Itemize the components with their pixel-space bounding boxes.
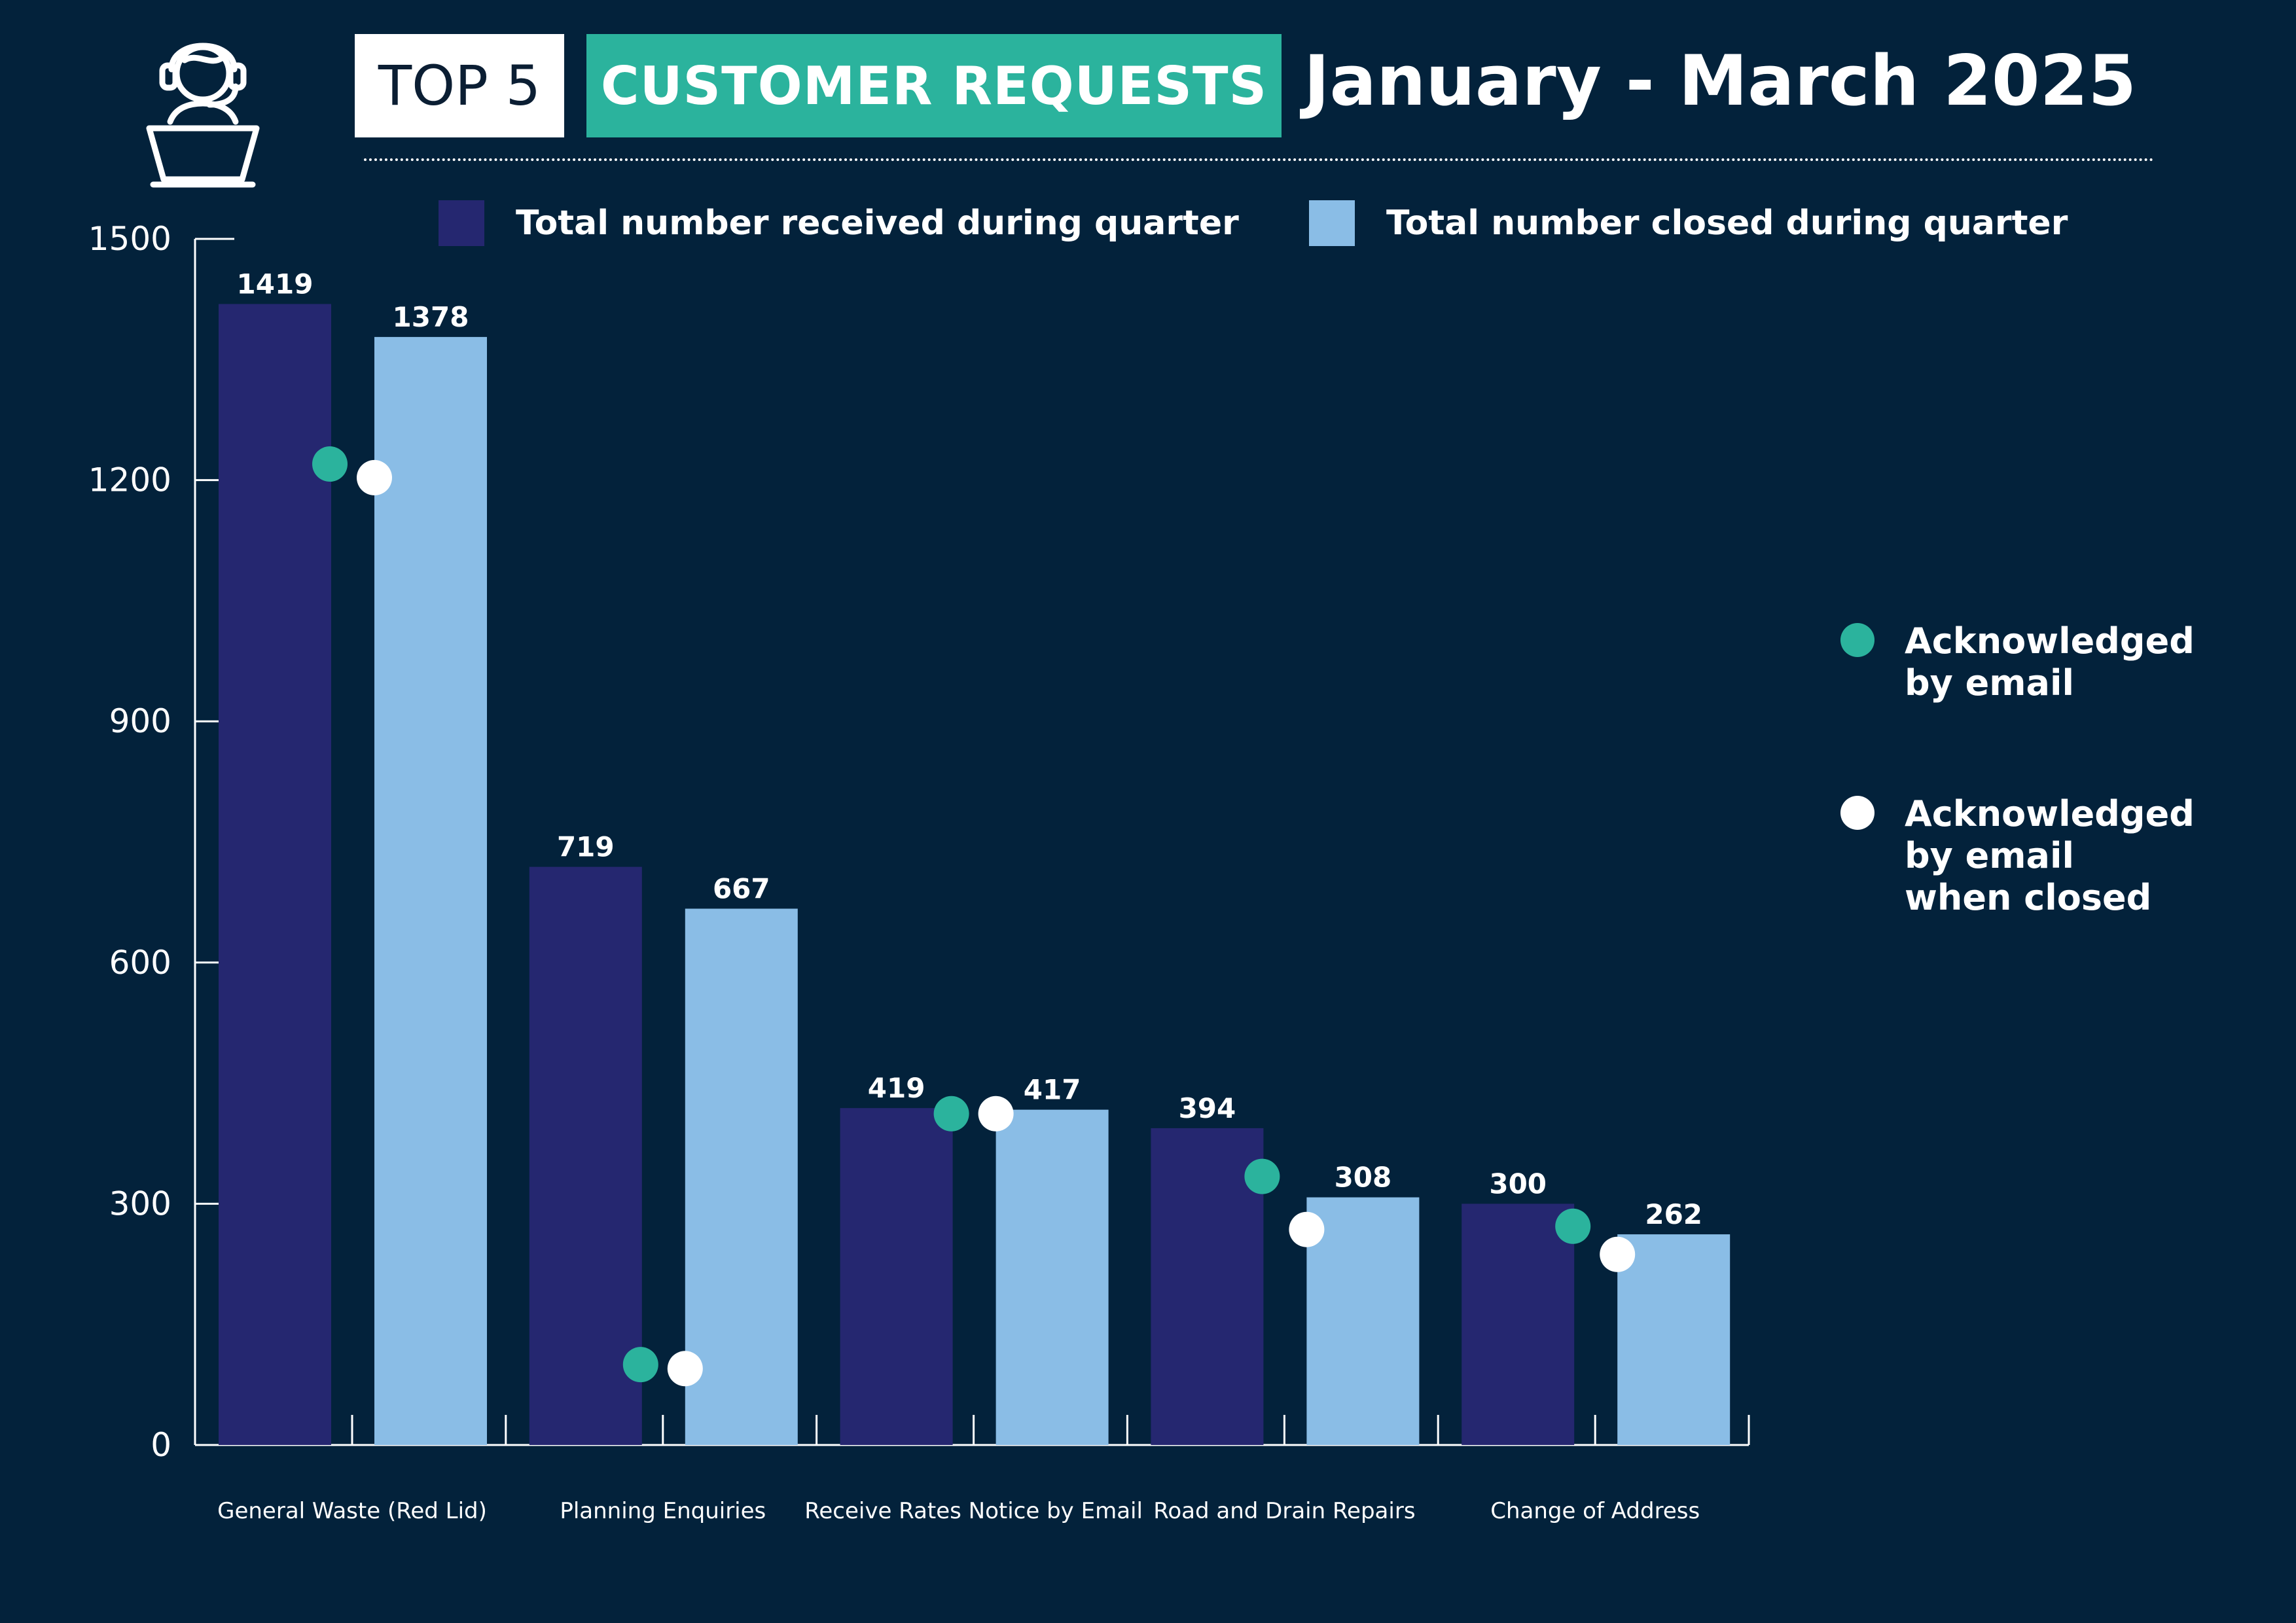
point-ack-email [933,1096,969,1132]
data-label-received: 300 [1489,1168,1547,1200]
legend-label-received: Total number received during quarter [516,204,1239,243]
point-ack-email-closed [1600,1236,1636,1272]
y-tick-label: 300 [109,1185,171,1222]
legend-dot-ack-email-closed [1840,796,1874,830]
legend-swatch-received [439,200,484,246]
data-label-closed: 417 [1024,1074,1081,1106]
point-ack-email [1555,1208,1591,1244]
bar-received [840,1108,953,1445]
point-ack-email-closed [357,459,392,495]
x-category-label: Change of Address [1490,1498,1700,1524]
y-tick-label: 900 [109,702,171,740]
y-tick-label: 600 [109,944,171,982]
data-label-received: 419 [868,1072,925,1104]
data-label-closed: 667 [713,872,770,904]
x-category-label: General Waste (Red Lid) [217,1498,487,1524]
y-tick-label: 1500 [88,220,171,258]
bar-received [1462,1204,1575,1445]
legend-item-received: Total number received during quarter [439,200,1239,246]
page-title: January - March 2025 [1304,41,2137,121]
point-ack-email [622,1347,658,1383]
point-ack-email-closed [667,1351,703,1387]
data-label-closed: 262 [1645,1198,1702,1230]
legend-label-ack-email: Acknowledged by email [1905,620,2195,704]
bar-received [219,304,331,1446]
bar-closed [685,908,798,1445]
data-label-closed: 308 [1335,1162,1392,1194]
data-label-received: 719 [557,831,615,863]
legend-dot-ack-email [1840,623,1874,657]
legend-swatch-closed [1309,200,1355,246]
legend-item-ack-email-closed: Acknowledged by email when closed [1840,793,2195,919]
data-label-received: 394 [1179,1092,1236,1124]
point-ack-email-closed [978,1096,1014,1132]
legend-label-closed: Total number closed during quarter [1386,204,2068,243]
legend-item-ack-email: Acknowledged by email [1840,620,2195,704]
data-label-closed: 1378 [393,301,469,333]
bar-closed [1306,1197,1420,1445]
bar-closed [996,1109,1109,1445]
x-category-label: Road and Drain Repairs [1153,1498,1415,1524]
bar-closed [374,336,487,1445]
legend-label-ack-email-closed: Acknowledged by email when closed [1905,793,2195,918]
category-badge: CUSTOMER REQUESTS [586,34,1282,137]
point-ack-email [312,446,348,482]
x-category-label: Receive Rates Notice by Email [804,1498,1143,1524]
legend-item-closed: Total number closed during quarter [1309,200,2068,246]
x-category-label: Planning Enquiries [560,1498,766,1524]
point-ack-email-closed [1289,1211,1325,1247]
y-tick-label: 0 [151,1426,171,1464]
bar-received [529,866,642,1445]
bar-received [1151,1128,1264,1445]
y-tick-label: 1200 [88,461,171,499]
top5-badge: TOP 5 [355,34,564,137]
data-label-received: 1419 [237,268,314,300]
point-ack-email [1244,1158,1280,1194]
bar-closed [1617,1234,1731,1445]
header-divider [364,158,2155,161]
customer-service-agent-icon [146,43,260,188]
